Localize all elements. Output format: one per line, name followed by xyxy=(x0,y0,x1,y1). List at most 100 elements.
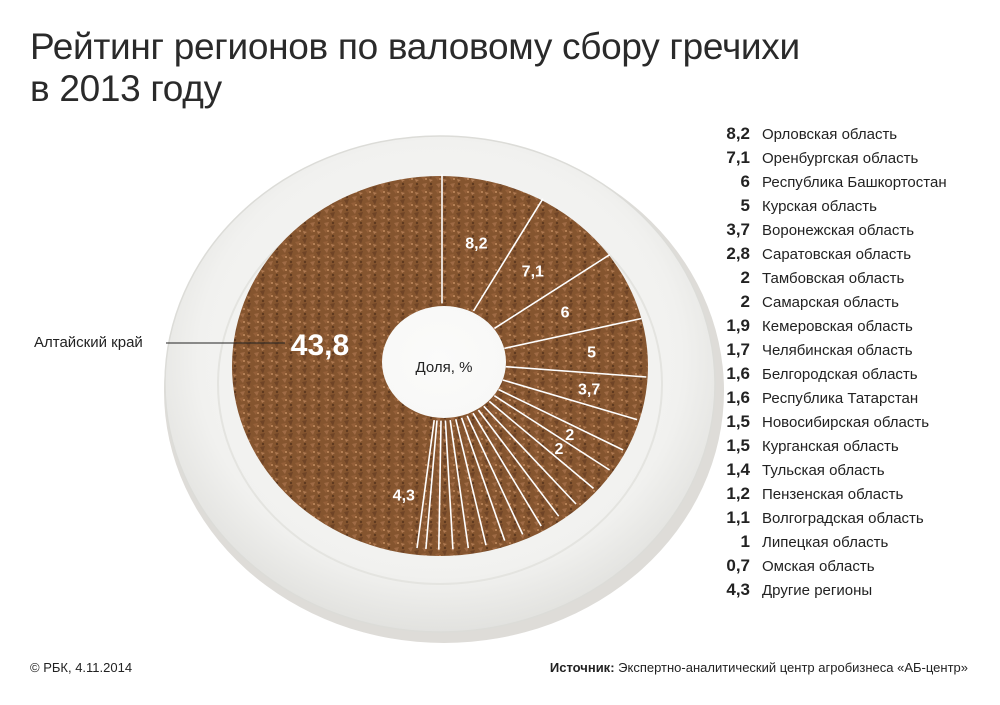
legend-name: Оренбургская область xyxy=(762,150,919,167)
legend-value: 3,7 xyxy=(726,220,750,239)
copyright: © РБК, 4.11.2014 xyxy=(30,660,133,675)
legend-item: 1,4 Тульская область xyxy=(700,458,990,482)
slice-label-6: 2 xyxy=(565,427,574,444)
legend-value: 5 xyxy=(740,196,750,215)
source: Источник: Экспертно-аналитический центр … xyxy=(550,660,968,675)
legend-item: 1,6 Белгородская область xyxy=(700,362,990,386)
legend-value: 1,1 xyxy=(726,508,750,527)
slice-label-3: 5 xyxy=(587,345,596,362)
slice-label-0: 8,2 xyxy=(465,236,487,253)
slice-separator-16 xyxy=(444,420,454,550)
legend-name: Кемеровская область xyxy=(762,318,913,335)
legend-item: 3,7 Воронежская область xyxy=(700,218,990,242)
slice-separator-15 xyxy=(449,419,470,549)
legend-value: 1,5 xyxy=(726,412,750,431)
legend-value: 2 xyxy=(740,268,750,287)
slice-separator-5 xyxy=(502,379,638,421)
legend-item: 1,5 Новосибирская область xyxy=(700,410,990,434)
slice-separator-7 xyxy=(493,395,611,471)
legend-name: Новосибирская область xyxy=(762,414,930,431)
legend-value: 0,7 xyxy=(726,556,750,575)
slice-label-4: 3,7 xyxy=(578,382,600,399)
source-text: Экспертно-аналитический центр агробизнес… xyxy=(614,660,968,675)
legend-name: Республика Татарстан xyxy=(762,390,919,407)
legend-value: 8,2 xyxy=(726,124,750,143)
legend-item: 1,1 Волгоградская область xyxy=(700,506,990,530)
slice-separator-8 xyxy=(488,400,595,490)
legend-value: 1,5 xyxy=(726,436,750,455)
legend-name: Другие регионы xyxy=(762,582,873,599)
slice-separator-1 xyxy=(472,198,544,312)
legend-name: Волгоградская область xyxy=(762,510,924,527)
slice-separator-11 xyxy=(472,412,542,527)
buckwheat-ring xyxy=(232,176,648,556)
legend-name: Самарская область xyxy=(762,294,899,311)
slice-label-19: 4,3 xyxy=(393,488,415,505)
slice-separator-19 xyxy=(416,419,435,549)
slice-label-7: 2 xyxy=(555,441,564,458)
slice-labels: 8,2 7,1 6 5 3,7 22 4,3 43,8 xyxy=(291,236,601,505)
legend-name: Белгородская область xyxy=(762,366,918,383)
legend-value: 1,6 xyxy=(726,388,750,407)
chart-title: Рейтинг регионов по валовому сбору гречи… xyxy=(30,26,800,110)
legend-name: Челябинская область xyxy=(762,342,913,359)
legend-name: Воронежская область xyxy=(762,222,915,239)
legend-name: Тульская область xyxy=(762,462,885,479)
legend-item: 1,5 Курганская область xyxy=(700,434,990,458)
slice-separators xyxy=(416,174,647,550)
legend-item: 0,7 Омская область xyxy=(700,554,990,578)
legend-item: 6 Республика Башкортостан xyxy=(700,170,990,194)
legend-name: Липецкая область xyxy=(762,534,889,551)
slice-label-1: 7,1 xyxy=(522,264,544,281)
legend-value: 1,7 xyxy=(726,340,750,359)
legend-value: 6 xyxy=(740,172,750,191)
source-label: Источник: xyxy=(549,660,615,675)
chart-title-line-1: Рейтинг регионов по валовому сбору гречи… xyxy=(30,26,800,67)
legend-value: 1,2 xyxy=(726,484,750,503)
slice-separator-12 xyxy=(466,415,524,535)
legend-item: 5 Курская область xyxy=(700,194,990,218)
legend-value: 1,9 xyxy=(726,316,750,335)
slice-separator-14 xyxy=(455,419,487,546)
legend-item: 2 Тамбовская область xyxy=(700,266,990,290)
legend-name: Саратовская область xyxy=(762,246,912,263)
slice-separator-2 xyxy=(493,253,611,330)
legend-item: 7,1 Оренбургская область xyxy=(700,146,990,170)
legend-item: 2 Самарская область xyxy=(700,290,990,314)
slice-label-2: 6 xyxy=(561,304,570,321)
legend-value: 4,3 xyxy=(726,580,750,599)
slice-separator-6 xyxy=(498,388,624,451)
legend-value: 1 xyxy=(740,532,750,551)
altai-callout-label: Алтайский край xyxy=(34,334,143,351)
legend-value: 7,1 xyxy=(726,148,750,167)
slice-separator-4 xyxy=(505,365,647,378)
legend-item: 1,2 Пензенская область xyxy=(700,482,990,506)
legend-name: Тамбовская область xyxy=(762,270,905,287)
legend: 8,2 Орловская область 7,1 Оренбургская обла… xyxy=(700,122,990,602)
legend-name: Пензенская область xyxy=(762,486,904,503)
slice-separator-3 xyxy=(504,317,642,350)
slice-separator-18 xyxy=(425,420,438,550)
legend-value: 2,8 xyxy=(726,244,750,263)
legend-item: 1,9 Кемеровская область xyxy=(700,314,990,338)
legend-name: Курганская область xyxy=(762,438,899,455)
slice-label-altai: 43,8 xyxy=(291,329,349,362)
legend-item: 1,6 Республика Татарстан xyxy=(700,386,990,410)
legend-item: 1,7 Челябинская область xyxy=(700,338,990,362)
legend-item: 4,3 Другие регионы xyxy=(700,578,990,602)
slice-separator-10 xyxy=(477,409,560,517)
center-label: Доля, % xyxy=(416,359,473,376)
legend-value: 1,6 xyxy=(726,364,750,383)
legend-name: Курская область xyxy=(762,198,877,215)
legend-value: 2 xyxy=(740,292,750,311)
chart-title-line-2: в 2013 году xyxy=(30,68,222,109)
slice-separator-9 xyxy=(483,405,577,505)
legend-item: 8,2 Орловская область xyxy=(700,122,990,146)
legend-name: Республика Башкортостан xyxy=(762,174,947,191)
legend-item: 2,8 Саратовская область xyxy=(700,242,990,266)
slice-separator-13 xyxy=(460,417,506,541)
legend-item: 1 Липецкая область xyxy=(700,530,990,554)
legend-name: Омская область xyxy=(762,558,875,575)
legend-value: 1,4 xyxy=(726,460,750,479)
